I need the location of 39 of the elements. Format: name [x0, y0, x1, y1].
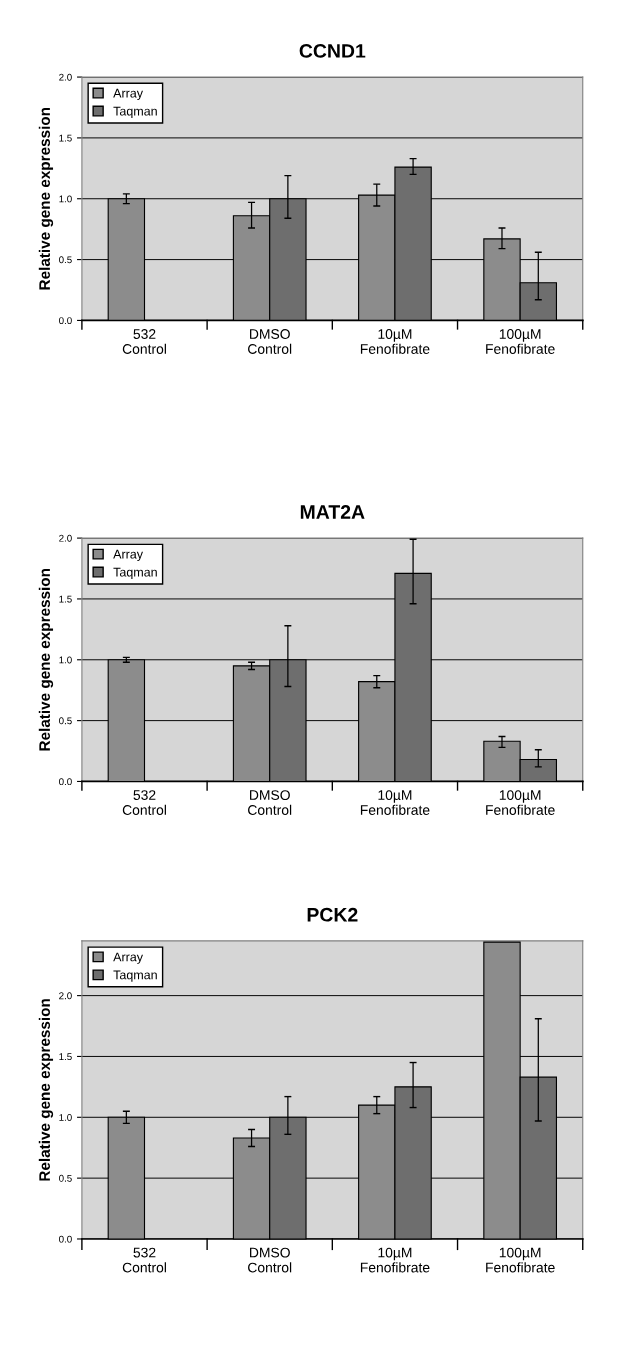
y-tick-label: 1.5 — [59, 134, 72, 142]
chart-title: CCND1 — [299, 44, 366, 58]
x-tick-label: 10µM Fenofibrate — [360, 790, 430, 815]
y-axis-title: Relative gene expression — [38, 999, 54, 1181]
x-tick-label: 532 Control — [122, 329, 166, 354]
legend-label: Taqman — [113, 970, 157, 982]
x-tick-label: 100µM Fenofibrate — [486, 329, 555, 354]
legend-label: Array — [113, 952, 143, 964]
x-tick-label: 100µM Fenofibrate — [486, 1247, 555, 1273]
y-tick-label: 2.0 — [59, 73, 72, 81]
x-tick-label: DMSO Control — [248, 790, 292, 815]
y-tick-label: 1.5 — [59, 595, 72, 603]
legend-label: Array — [113, 549, 143, 562]
y-axis-title: Relative gene expression — [38, 107, 54, 290]
x-tick-label: 532 Control — [122, 790, 166, 815]
legend-label: Array — [113, 88, 143, 101]
legend-label: Taqman — [113, 567, 157, 580]
y-tick-label: 0.0 — [59, 1235, 72, 1243]
x-tick-label: 100µM Fenofibrate — [486, 790, 555, 815]
y-tick-label: 2.0 — [59, 992, 72, 1000]
chart-title: PCK2 — [307, 907, 358, 922]
y-tick-label: 0.0 — [59, 778, 72, 786]
y-tick-label: 0.5 — [59, 256, 72, 264]
y-axis-title: Relative gene expression — [38, 569, 54, 751]
y-tick-label: 0.0 — [59, 317, 72, 325]
x-tick-label: 10µM Fenofibrate — [360, 329, 430, 354]
y-tick-label: 0.5 — [59, 1174, 72, 1182]
x-tick-label: DMSO Control — [248, 1247, 292, 1273]
y-tick-label: 2.0 — [59, 534, 72, 542]
x-tick-label: 10µM Fenofibrate — [360, 1247, 430, 1273]
y-tick-label: 1.0 — [59, 1114, 72, 1121]
y-tick-label: 1.5 — [59, 1053, 72, 1061]
y-tick-label: 0.5 — [59, 717, 72, 725]
chart-title: MAT2A — [300, 505, 365, 519]
legend-label: Taqman — [113, 106, 157, 118]
y-tick-label: 1.0 — [59, 195, 72, 203]
y-tick-label: 1.0 — [59, 656, 72, 664]
x-tick-label: 532 Control — [122, 1247, 166, 1273]
x-tick-label: DMSO Control — [248, 329, 292, 354]
